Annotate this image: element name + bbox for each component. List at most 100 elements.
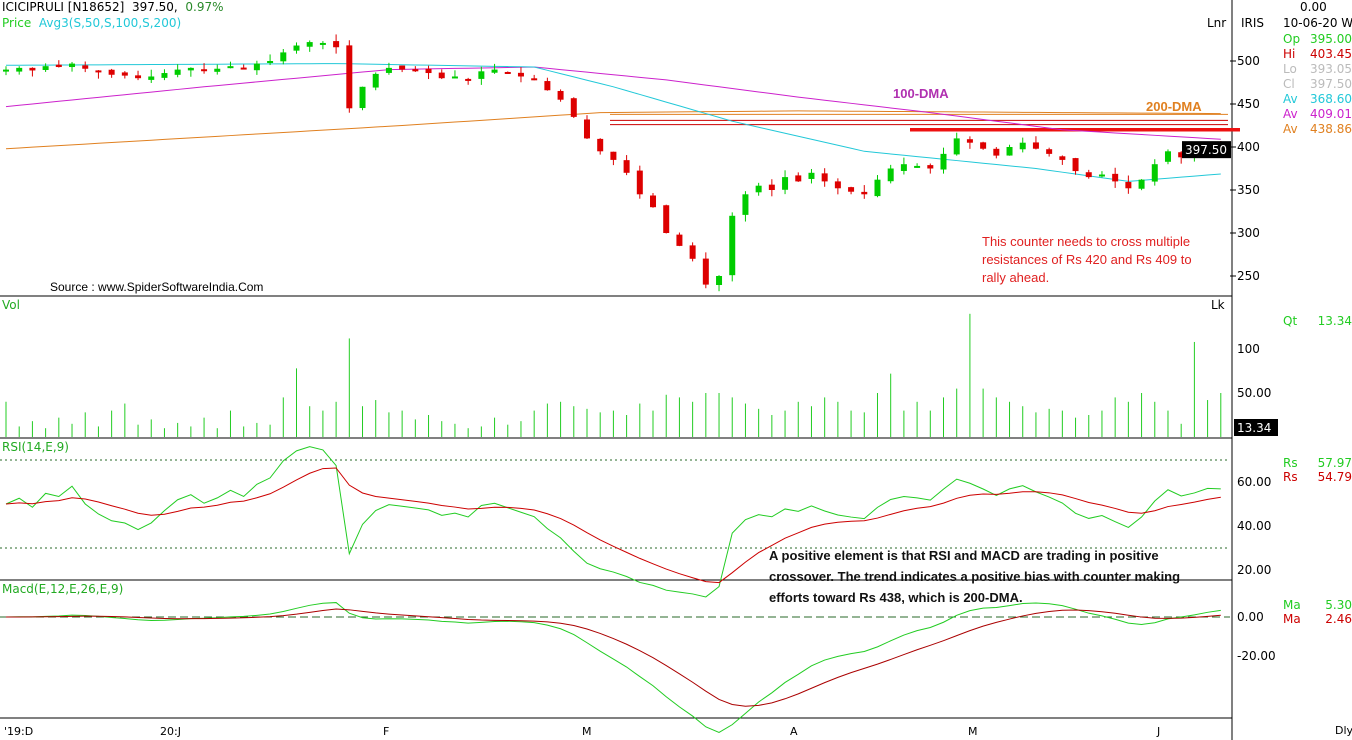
source-label: Source : www.SpiderSoftwareIndia.Com <box>50 280 264 294</box>
candle-body <box>742 194 749 215</box>
candle-body <box>253 63 260 71</box>
candle-body <box>240 67 247 70</box>
candle-body <box>306 42 313 47</box>
candle-body <box>610 151 617 160</box>
candle-body <box>280 52 287 62</box>
candle-body <box>980 142 987 149</box>
x-axis-label: '19:D <box>4 725 33 738</box>
candle-body <box>663 205 670 233</box>
info-date: 10-06-20 We <box>1283 16 1352 30</box>
price-tick-label: 250 <box>1237 269 1260 283</box>
candle-body <box>1138 179 1145 189</box>
x-axis-label: M <box>968 725 978 738</box>
macd-signal-line <box>5 608 1221 707</box>
candle-body <box>333 41 340 48</box>
dma100-label: 100-DMA <box>893 86 949 101</box>
annotation-line: A positive element is that RSI and MACD … <box>769 548 1159 563</box>
qt-value: 13.34 <box>1317 314 1352 328</box>
rsi-value: 57.97 <box>1317 456 1352 470</box>
candle-body <box>676 234 683 246</box>
candle-body <box>755 185 762 193</box>
symbol-title: ICICIPRULI [N18652] 397.50, 0.97% <box>2 0 224 14</box>
readout-key: Op <box>1283 32 1301 46</box>
candle-body <box>557 90 564 100</box>
price-tick-label: 300 <box>1237 226 1260 240</box>
scale-mode[interactable]: Lnr <box>1207 16 1227 30</box>
candle-body <box>412 69 419 72</box>
candle-body <box>491 69 498 73</box>
ma200-line <box>5 110 1221 150</box>
candle-body <box>82 65 89 69</box>
macd-signal-key: Ma <box>1283 612 1301 626</box>
candle-body <box>517 72 524 77</box>
annotation-line: efforts toward Rs 438, which is 200-DMA. <box>769 590 1023 605</box>
candle-body <box>135 75 142 79</box>
candle-body <box>1178 152 1185 158</box>
candle-body <box>201 69 208 72</box>
candle-body <box>399 65 406 70</box>
candle-body <box>861 191 868 195</box>
candle-body <box>636 170 643 195</box>
candle-body <box>914 165 921 168</box>
x-axis-label: A <box>790 725 798 738</box>
x-axis-label: M <box>582 725 592 738</box>
candle-body <box>689 245 696 259</box>
candle-body <box>451 76 458 79</box>
candle-body <box>1151 164 1158 182</box>
period-label[interactable]: Dly <box>1335 724 1352 737</box>
candle-body <box>583 119 590 139</box>
candle-body <box>1072 158 1079 172</box>
candle-body <box>108 69 115 75</box>
last-price-tag: 397.50 <box>1185 143 1227 157</box>
candle-body <box>1019 142 1026 150</box>
candle-body <box>187 67 194 71</box>
readout-row: Av 409.01 <box>1283 107 1352 122</box>
candle-body <box>227 66 234 69</box>
candle-body <box>782 177 789 190</box>
annotation-line: resistances of Rs 420 and Rs 409 to <box>982 252 1192 267</box>
x-axis-label: J <box>1156 725 1160 738</box>
candle-body <box>1046 149 1053 154</box>
vol-last-tag: 13.34 <box>1237 421 1271 435</box>
readout-row: Lo 393.05 <box>1283 62 1352 77</box>
rsi-tick-label: 40.00 <box>1237 519 1271 533</box>
readout-key: Av <box>1283 122 1298 136</box>
candle-body <box>319 42 326 45</box>
candle-body <box>42 66 49 70</box>
candle-body <box>821 173 828 182</box>
x-axis-label: 20:J <box>160 725 181 738</box>
candle-body <box>716 276 723 286</box>
readout-value: 409.01 <box>1310 107 1352 121</box>
readout-row: Av 438.86 <box>1283 122 1352 137</box>
readout-value: 403.45 <box>1310 47 1352 61</box>
readout-key: Lo <box>1283 62 1297 76</box>
price-tick-label: 450 <box>1237 97 1260 111</box>
vol-tick-label: 100 <box>1237 342 1260 356</box>
readout-value: 368.60 <box>1310 92 1352 106</box>
ohlc-readout: Op 395.00 Hi 403.45 Lo 393.05 Cl 397.50 Av 368.60… <box>1283 32 1352 137</box>
macd-value: 5.30 <box>1325 598 1352 612</box>
price-tick-label: 400 <box>1237 140 1260 154</box>
candle-body <box>293 45 300 51</box>
price-tick-label: 350 <box>1237 183 1260 197</box>
rsi-signal-value: 54.79 <box>1317 470 1352 484</box>
readout-value: 397.50 <box>1310 77 1352 91</box>
rsi-signal-key: Rs <box>1283 470 1298 484</box>
info-top: 0.00 <box>1300 0 1327 14</box>
vol-unit: Lk <box>1211 298 1225 312</box>
candle-body <box>438 72 445 79</box>
macd-key: Ma <box>1283 598 1301 612</box>
change-percent: 0.97% <box>185 0 224 14</box>
candle-body <box>795 175 802 182</box>
macd-label: Macd(E,12,E,26,E,9) <box>2 582 124 596</box>
candle-body <box>874 179 881 197</box>
candle-body <box>1006 147 1013 156</box>
candle-body <box>69 63 76 68</box>
candle-body <box>425 68 432 74</box>
readout-key: Av <box>1283 92 1298 106</box>
rsi-tick-label: 20.00 <box>1237 563 1271 577</box>
candle-body <box>1125 182 1132 189</box>
candle-body <box>927 165 934 169</box>
candle-body <box>465 78 472 81</box>
